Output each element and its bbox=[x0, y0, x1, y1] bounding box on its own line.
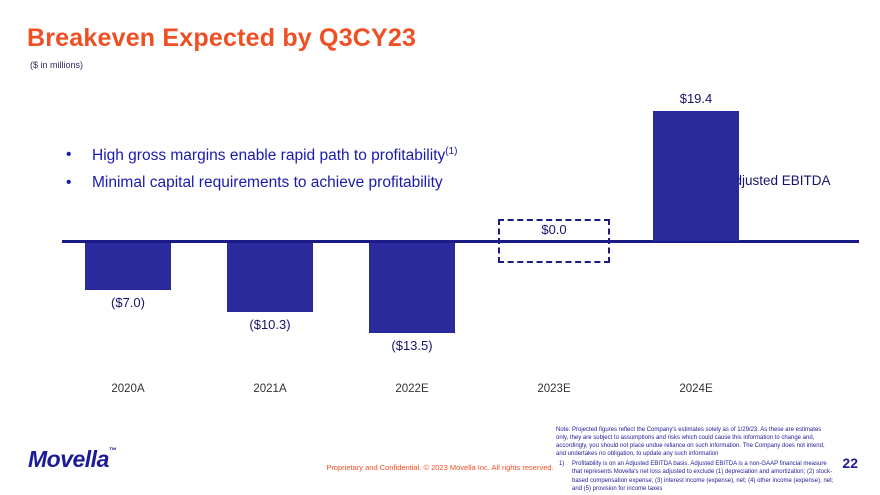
bullet-item: • High gross margins enable rapid path to… bbox=[66, 146, 457, 165]
footnote-text: Profitability is on an Adjusted EBITDA b… bbox=[572, 461, 834, 492]
x-axis-line bbox=[62, 240, 859, 243]
bar bbox=[369, 243, 455, 334]
bullet-marker: • bbox=[66, 174, 72, 192]
bar bbox=[653, 111, 739, 241]
bar-value-label: $19.4 bbox=[679, 91, 713, 107]
units-note: ($ in millions) bbox=[30, 60, 84, 70]
footnote-number: 1) bbox=[559, 461, 565, 468]
movella-logo: Movella™ bbox=[28, 446, 117, 473]
bar-chart: Adjusted EBITDA ($7.0) 2020A ($10.3) 2021A (… bbox=[55, 85, 870, 410]
disclaimer-block: Note: Projected figures reflect the Comp… bbox=[556, 426, 834, 493]
bullet-marker: • bbox=[66, 146, 72, 163]
x-axis-category-label: 2023E bbox=[537, 383, 571, 395]
x-axis-category-label: 2024E bbox=[679, 383, 713, 395]
confidential-line: Proprietary and Confidential. © 2023 Mov… bbox=[326, 463, 554, 472]
bullet-text: Minimal capital requirements to achieve … bbox=[92, 174, 443, 192]
x-axis-category-label: 2021A bbox=[253, 383, 287, 395]
x-axis-category-label: 2020A bbox=[111, 383, 145, 395]
bullet-list: • High gross margins enable rapid path to… bbox=[66, 146, 457, 201]
page-title: Breakeven Expected by Q3CY23 bbox=[27, 24, 417, 52]
bar-value-label: ($7.0) bbox=[111, 294, 145, 310]
bar-value-label: ($10.3) bbox=[249, 317, 291, 332]
logo-text: Movella bbox=[28, 446, 109, 472]
bullet-item: • Minimal capital requirements to achieve… bbox=[66, 174, 457, 192]
bullet-text: High gross margins enable rapid path to … bbox=[92, 146, 458, 165]
trademark-symbol: ™ bbox=[108, 446, 117, 455]
page-number: 22 bbox=[842, 455, 858, 471]
series-label: Adjusted EBITDA bbox=[725, 173, 831, 188]
bar bbox=[85, 243, 171, 290]
footnote: 1) Profitability is on an Adjusted EBITD… bbox=[556, 460, 834, 492]
bar-value-label: ($13.5) bbox=[391, 338, 433, 354]
x-axis-category-label: 2022E bbox=[395, 383, 429, 395]
bar-value-label: $0.0 bbox=[541, 222, 567, 237]
note-text: Note: Projected figures reflect the Comp… bbox=[556, 427, 825, 458]
bar bbox=[227, 243, 313, 312]
breakeven-dashed-box bbox=[498, 219, 610, 263]
